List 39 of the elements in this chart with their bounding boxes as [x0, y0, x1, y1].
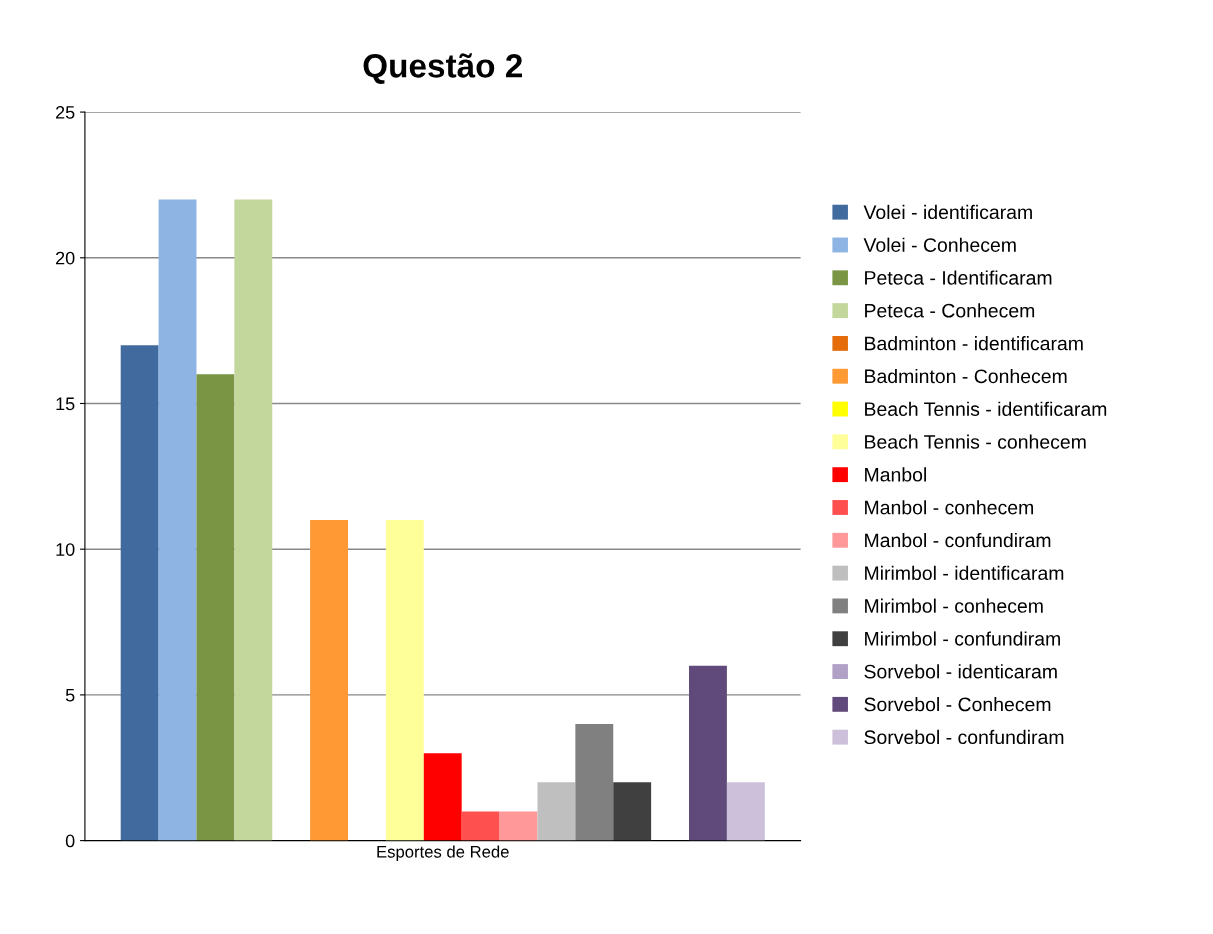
bar — [726, 782, 765, 841]
y-tick-label: 10 — [56, 543, 75, 556]
legend-label: Badminton - identificaram — [865, 336, 1083, 351]
bar — [234, 199, 273, 841]
legend-label: Manbol — [865, 467, 926, 482]
legend-label: Mirimbol - conhecem — [865, 598, 1043, 613]
bar — [158, 199, 197, 841]
chart-title: Questão 2 — [363, 53, 522, 84]
y-tick-label: 25 — [56, 106, 75, 119]
bar — [537, 782, 576, 841]
legend-label: Manbol - conhecem — [865, 500, 1033, 515]
bar — [689, 665, 727, 841]
bar — [310, 520, 349, 841]
bar — [499, 811, 538, 841]
legend-label: Peteca - Identificaram — [865, 270, 1052, 285]
bar — [196, 374, 235, 841]
legend-label: Beach Tennis - identificaram — [865, 401, 1107, 416]
y-tick-label: 0 — [65, 834, 75, 848]
legend-label: Beach Tennis - conhecem — [865, 434, 1086, 449]
legend-label: Sorvebol - identicaram — [864, 664, 1057, 679]
bar — [385, 520, 424, 841]
legend-label: Volei - identificaram — [863, 204, 1032, 220]
y-tick-label: 20 — [56, 251, 75, 265]
x-tick-label: Esportes de Rede — [377, 845, 509, 861]
bar — [120, 345, 159, 841]
y-tick-label: 15 — [56, 397, 75, 411]
legend-label: Badminton - Conhecem — [865, 368, 1067, 384]
bar — [575, 724, 614, 841]
legend-label: Sorvebol - confundiram — [864, 729, 1064, 745]
legend-label: Mirimbol - confundiram — [865, 631, 1060, 646]
legend-label: Peteca - Conhecem — [865, 303, 1035, 318]
bar — [423, 753, 462, 841]
bar — [461, 811, 500, 841]
y-tick-label: 5 — [65, 689, 75, 702]
legend-label: Sorvebol - Conhecem — [864, 697, 1051, 712]
legend-label: Volei - Conhecem — [863, 237, 1016, 252]
legend-label: Mirimbol - identificaram — [865, 565, 1064, 581]
legend-label: Manbol - confundiram — [865, 532, 1051, 548]
bar — [613, 782, 652, 841]
